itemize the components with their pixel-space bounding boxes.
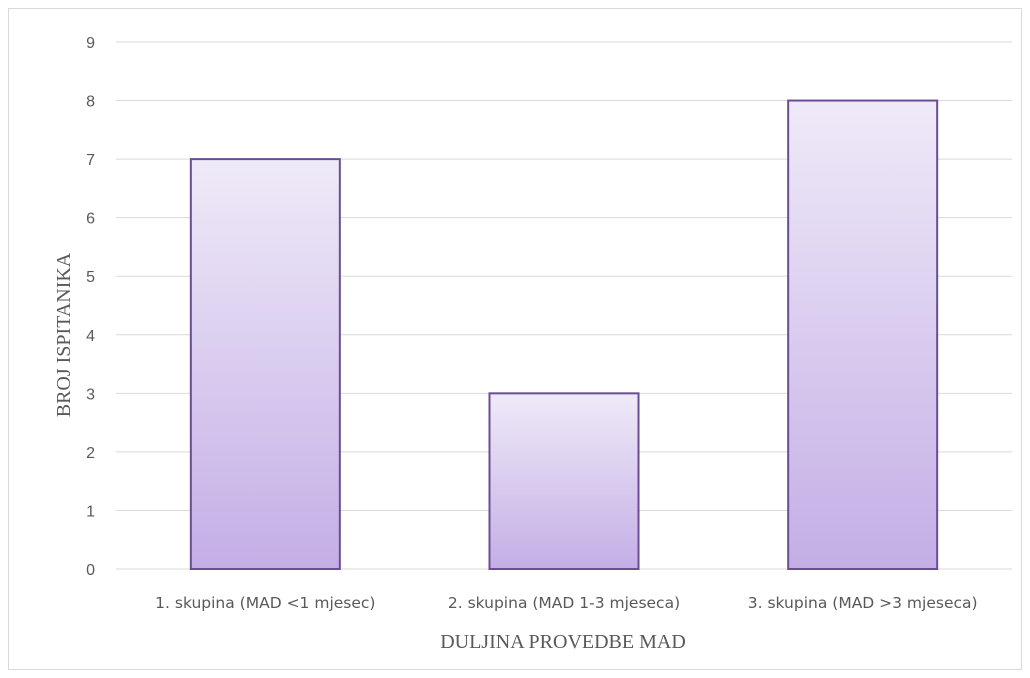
x-category-label: 2. skupina (MAD 1-3 mjeseca) bbox=[448, 594, 680, 612]
y-tick-label: 1 bbox=[86, 503, 95, 520]
y-tick-label: 5 bbox=[86, 269, 95, 286]
x-axis-title: DULJINA PROVEDBE MAD bbox=[440, 631, 686, 653]
y-tick-label: 8 bbox=[86, 94, 95, 111]
x-axis-category-labels: 1. skupina (MAD <1 mjesec) 2. skupina (MA… bbox=[155, 594, 977, 612]
y-tick-label: 6 bbox=[86, 211, 95, 228]
bars bbox=[189, 99, 939, 571]
y-tick-label: 3 bbox=[86, 386, 95, 403]
y-tick-label: 4 bbox=[86, 328, 95, 345]
y-tick-label: 9 bbox=[86, 35, 95, 52]
bar-3 bbox=[787, 99, 939, 571]
y-tick-label: 7 bbox=[86, 152, 95, 169]
bar-1 bbox=[189, 158, 341, 570]
y-tick-label: 0 bbox=[86, 562, 95, 579]
x-category-label: 3. skupina (MAD >3 mjeseca) bbox=[748, 594, 978, 612]
bar-2 bbox=[488, 392, 640, 571]
x-category-label: 1. skupina (MAD <1 mjesec) bbox=[155, 594, 375, 612]
y-tick-label: 2 bbox=[86, 445, 95, 462]
y-axis-title: BROJ ISPITANIKA bbox=[53, 252, 75, 417]
y-axis-tick-labels: 0 1 2 3 4 5 6 7 8 9 bbox=[86, 35, 95, 579]
